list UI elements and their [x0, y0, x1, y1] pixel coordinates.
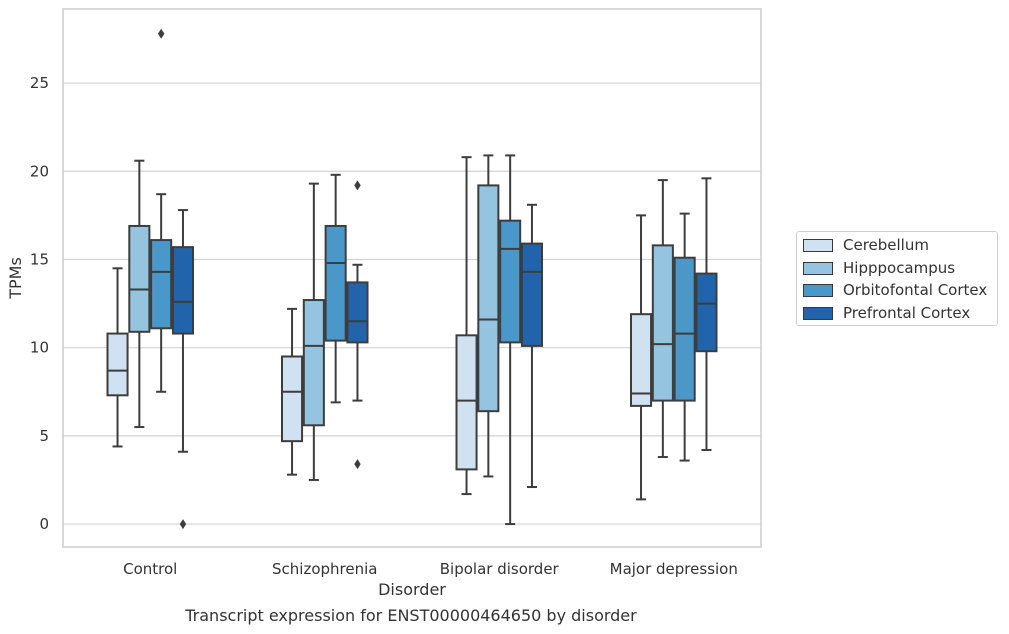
box-3-0 [171, 209, 195, 530]
box [280, 355, 304, 443]
y-tick-label: 0 [39, 515, 49, 533]
y-tick-label: 15 [30, 250, 49, 268]
box [651, 244, 674, 402]
boxes [106, 28, 718, 530]
box-2-2 [499, 154, 522, 526]
x-tick-label: Bipolar disorder [440, 560, 560, 578]
x-tick-label: Control [123, 560, 177, 578]
y-tick-label: 5 [39, 427, 49, 445]
outlier-point [354, 180, 361, 191]
box-2-1 [324, 173, 347, 404]
box-0-2 [455, 156, 478, 496]
figure-caption: Transcript expression for ENST0000046465… [185, 606, 637, 625]
x-axis-title: Disorder [378, 580, 446, 599]
y-axis-title: TPMs [6, 257, 25, 300]
box-1-3 [651, 179, 674, 459]
plot-area-frame [62, 8, 762, 548]
legend-label: Hipppocampus [843, 259, 956, 277]
box-1-0 [128, 159, 151, 429]
outlier-point [179, 519, 187, 530]
box [520, 242, 544, 347]
outlier-point [354, 459, 361, 470]
box-2-3 [673, 212, 696, 462]
outlier-point [157, 28, 165, 39]
box-1-2 [477, 154, 500, 478]
box [128, 224, 151, 333]
box-0-0 [106, 267, 129, 448]
y-tick-labels: 0 5 10 15 20 25 [30, 74, 49, 533]
legend: Cerebellum Hipppocampus Orbitofontal Cor… [796, 231, 998, 326]
x-tick-label: Schizophrenia [272, 560, 377, 578]
y-tick-label: 25 [30, 74, 49, 92]
legend-label: Cerebellum [843, 236, 929, 254]
legend-swatch [803, 261, 833, 275]
x-tick-label: Major depression [610, 560, 738, 578]
legend-swatch [803, 238, 833, 252]
box-3-1 [346, 180, 369, 470]
box [346, 281, 369, 344]
legend-label: Prefrontal Cortex [843, 304, 971, 322]
box-0-3 [629, 214, 653, 501]
box-2-0 [150, 28, 173, 393]
box [324, 224, 347, 342]
legend-item-orbitofrontal-cortex: Orbitofontal Cortex [803, 280, 987, 300]
box-3-2 [520, 203, 544, 489]
legend-swatch [803, 283, 833, 297]
box-3-3 [695, 177, 718, 451]
x-tick-labels: Control Schizophrenia Bipolar disorder Majo… [123, 560, 738, 578]
box [695, 272, 718, 353]
box [477, 184, 500, 413]
box [171, 246, 195, 335]
legend-item-cerebellum: Cerebellum [803, 235, 929, 255]
box [302, 299, 325, 427]
box [106, 332, 129, 397]
box [499, 219, 522, 344]
box-0-1 [280, 307, 304, 476]
y-tick-label: 20 [30, 162, 49, 180]
box-1-1 [302, 182, 325, 481]
box [629, 313, 653, 407]
legend-item-prefrontal-cortex: Prefrontal Cortex [803, 303, 970, 323]
box [150, 239, 173, 330]
legend-label: Orbitofontal Cortex [843, 281, 988, 299]
box [673, 256, 696, 402]
y-tick-label: 10 [30, 339, 49, 357]
box [455, 334, 478, 471]
legend-item-hippocampus: Hipppocampus [803, 258, 955, 278]
legend-swatch [803, 306, 833, 320]
